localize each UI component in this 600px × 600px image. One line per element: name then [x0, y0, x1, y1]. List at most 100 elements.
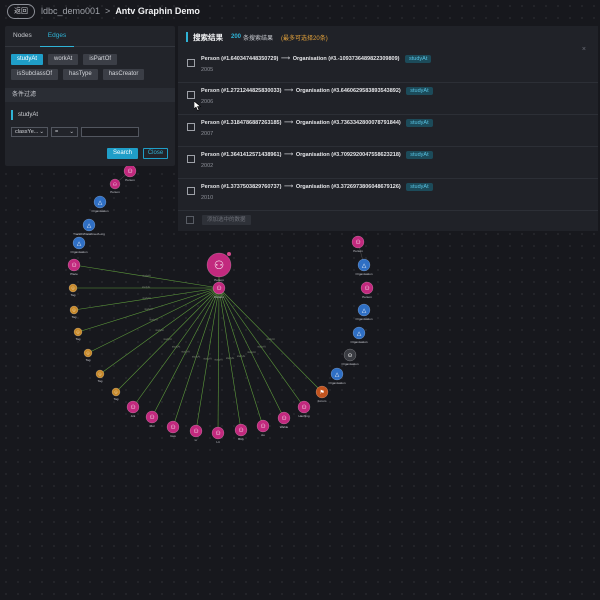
- result-row[interactable]: Person (#1.3737503829760737) ⟶ Organisat…: [178, 179, 598, 211]
- graph-node[interactable]: ⚇ Place: [67, 258, 81, 276]
- graph-node[interactable]: ⚇ Bldy: [234, 423, 248, 441]
- graph-node[interactable]: ⚇ Tag: [95, 369, 105, 383]
- graph-node[interactable]: ⚇ Lr: [189, 424, 203, 442]
- graph-node[interactable]: ⚇ Tag: [69, 305, 79, 319]
- node-circle: [343, 348, 357, 362]
- node-label: Organisation: [341, 362, 358, 366]
- graph-node[interactable]: ⊙ Organisation: [341, 348, 359, 366]
- tab-nodes[interactable]: Nodes: [13, 32, 32, 39]
- top-bar: 返回 ldbc_demo001 > Antv Graphin Demo: [0, 0, 600, 22]
- graph-node[interactable]: △ Organisation: [70, 236, 88, 254]
- graph-node[interactable]: ⚇ Hanfjing: [297, 400, 311, 418]
- graph-node[interactable]: △ Organisation: [350, 326, 368, 344]
- node-circle: [351, 235, 365, 249]
- operator-select[interactable]: = ⌄: [51, 127, 78, 137]
- node-label: Person: [125, 178, 135, 182]
- graph-node[interactable]: △ Organisation: [328, 367, 346, 385]
- results-count: 200: [231, 34, 242, 40]
- graph-node[interactable]: ⚇ Lit: [211, 426, 225, 444]
- node-icon: ⚇: [130, 404, 135, 411]
- edge-label: studyAt: [226, 357, 235, 360]
- tab-edges[interactable]: Edges: [39, 26, 75, 47]
- add-selected-button[interactable]: 添加选中的数据: [202, 215, 251, 225]
- edge-label: studyAt: [142, 297, 151, 300]
- edge-type-hascreator[interactable]: hasCreator: [102, 69, 145, 80]
- search-button[interactable]: Search: [107, 148, 138, 159]
- graph-node[interactable]: ⚇ Wahle: [277, 411, 291, 429]
- graph-node[interactable]: ⚑ Forum: [315, 385, 329, 403]
- node-circle: [109, 178, 121, 190]
- graph-node[interactable]: ⚇ Person: [109, 178, 121, 194]
- graph-node[interactable]: ⚇ Person: [351, 235, 365, 253]
- row-relation: Person (#1.640347448350729) ⟶ Organisati…: [201, 54, 432, 63]
- close-button[interactable]: Close: [143, 148, 168, 159]
- graph-node[interactable]: △ TrackID/DataFree/A.org: [73, 218, 105, 236]
- arrow-right-icon: ⟶: [283, 183, 294, 190]
- node-icon: ⚑: [319, 389, 324, 396]
- graph-node[interactable]: ⚇ Gus: [166, 420, 180, 438]
- node-icon: ⚇: [71, 286, 75, 290]
- edge-label: studyAt: [181, 351, 190, 354]
- row-source: Person (#1.640347448350729): [201, 56, 279, 62]
- graph-node[interactable]: ⚇ Tag: [73, 327, 83, 341]
- graph-node[interactable]: ⚇ Person: [360, 281, 374, 299]
- graph-node[interactable]: △ Organisation: [355, 303, 373, 321]
- graph-edge: [172, 287, 220, 428]
- result-row[interactable]: Person (#1.3641412571438961) ⟶ Organisat…: [178, 147, 598, 179]
- node-icon: ⚇: [72, 308, 76, 312]
- graph-node[interactable]: △ Organisation: [91, 195, 109, 213]
- graph-edge: [132, 287, 220, 408]
- node-label: Tag: [114, 397, 119, 401]
- hub-secondary-node[interactable]: ⚇ Person: [212, 281, 226, 299]
- back-button[interactable]: 返回: [7, 3, 35, 19]
- field-select[interactable]: classYe... ⌄: [11, 127, 48, 137]
- edge-type-workat[interactable]: workAt: [48, 54, 79, 65]
- graph-node[interactable]: ⚇ Ao: [256, 419, 270, 437]
- node-icon: ⚇: [216, 285, 221, 292]
- graph-edge: [218, 287, 323, 393]
- edge-label: studyAt: [247, 351, 256, 354]
- node-icon: ⚇: [114, 390, 118, 394]
- graph-node[interactable]: ⚇ Mol: [145, 410, 159, 428]
- result-row[interactable]: Person (#1.2721244825830033) ⟶ Organisat…: [178, 83, 598, 115]
- node-label: TrackID/DataFree/A.org: [73, 232, 105, 236]
- row-checkbox[interactable]: [187, 123, 195, 131]
- node-label: Person: [214, 278, 224, 282]
- graph-nodes: ⚇ Person ⚇ Person ⚇ Person ⚇ Person △ Organisatio…: [67, 164, 374, 444]
- breadcrumb-project[interactable]: ldbc_demo001: [41, 6, 101, 16]
- node-label: Tag: [71, 293, 76, 297]
- graph-node[interactable]: ⚇ Tag: [68, 283, 78, 297]
- edge-type-issubclassof[interactable]: isSubclassOf: [11, 69, 59, 80]
- row-target: Organisation (#3.6460629583893543892): [295, 88, 401, 94]
- graph-node[interactable]: ⚇ Person: [123, 164, 137, 182]
- row-checkbox[interactable]: [187, 155, 195, 163]
- node-icon: △: [357, 331, 362, 337]
- row-checkbox[interactable]: [187, 91, 195, 99]
- value-input[interactable]: [81, 127, 139, 137]
- graph-edge: [73, 287, 220, 311]
- result-row[interactable]: Person (#1.640347448350729) ⟶ Organisati…: [178, 51, 598, 83]
- node-icon: ⚇: [215, 430, 220, 437]
- edge-type-hastype[interactable]: hasType: [63, 69, 98, 80]
- result-row[interactable]: Person (#1.3184786887263185) ⟶ Organisat…: [178, 115, 598, 147]
- node-label: Organisation: [328, 381, 345, 385]
- edge-type-ispartof[interactable]: isPartOf: [83, 54, 118, 65]
- hub-node[interactable]: ⚇ Person: [206, 252, 232, 282]
- graph-node[interactable]: △ Organisation: [355, 258, 373, 276]
- node-label: Lit: [216, 440, 219, 444]
- graph-edge: [218, 287, 285, 419]
- edge-type-studyat[interactable]: studyAt: [11, 54, 44, 65]
- row-checkbox[interactable]: [187, 59, 195, 67]
- graph-node[interactable]: ⚇ Tag: [83, 348, 93, 362]
- graph-edge: [218, 287, 264, 427]
- graph-node[interactable]: ⚇ Ant: [126, 400, 140, 418]
- row-checkbox[interactable]: [187, 187, 195, 195]
- node-circle: [68, 283, 78, 293]
- row-year: 2002: [201, 163, 214, 169]
- select-all-checkbox[interactable]: [186, 216, 194, 224]
- edge-type-list: studyAt workAt isPartOf isSubclassOf has…: [5, 47, 175, 80]
- close-icon[interactable]: ×: [581, 46, 586, 53]
- node-icon: ⚇: [170, 424, 175, 431]
- graph-node[interactable]: ⚇ Tag: [111, 387, 121, 401]
